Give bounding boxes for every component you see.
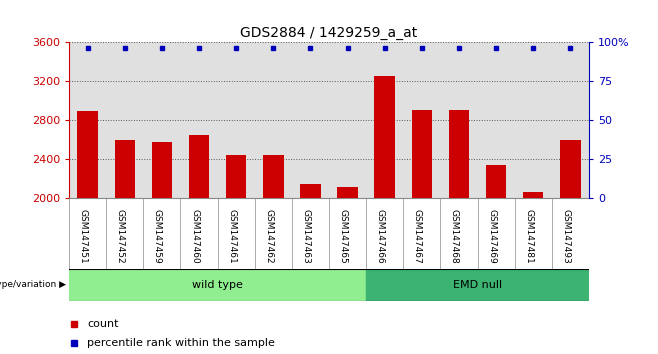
Text: GSM147463: GSM147463 xyxy=(301,209,311,264)
Bar xyxy=(449,110,469,198)
Text: EMD null: EMD null xyxy=(453,280,502,290)
Text: count: count xyxy=(88,319,119,329)
Bar xyxy=(523,193,544,198)
Bar xyxy=(374,76,395,198)
Text: GSM147469: GSM147469 xyxy=(487,209,496,264)
Bar xyxy=(338,187,358,198)
Bar xyxy=(560,140,580,198)
Bar xyxy=(263,155,284,198)
Text: GSM147481: GSM147481 xyxy=(524,209,533,264)
Text: GSM147459: GSM147459 xyxy=(153,209,162,264)
Bar xyxy=(226,155,246,198)
Text: wild type: wild type xyxy=(192,280,243,290)
Bar xyxy=(78,110,98,198)
Text: GSM147466: GSM147466 xyxy=(376,209,385,264)
Bar xyxy=(114,140,135,198)
Text: GSM147461: GSM147461 xyxy=(227,209,236,264)
Text: GSM147451: GSM147451 xyxy=(79,209,88,264)
Text: GSM147468: GSM147468 xyxy=(450,209,459,264)
Bar xyxy=(69,269,366,301)
Bar xyxy=(486,165,506,198)
Text: GSM147465: GSM147465 xyxy=(339,209,347,264)
Bar xyxy=(300,184,320,198)
Text: genotype/variation ▶: genotype/variation ▶ xyxy=(0,280,66,290)
Text: GSM147462: GSM147462 xyxy=(265,209,273,263)
Bar xyxy=(152,142,172,198)
Title: GDS2884 / 1429259_a_at: GDS2884 / 1429259_a_at xyxy=(240,26,418,40)
Text: GSM147452: GSM147452 xyxy=(116,209,125,263)
Text: GSM147467: GSM147467 xyxy=(413,209,422,264)
Text: percentile rank within the sample: percentile rank within the sample xyxy=(88,338,275,348)
Text: GSM147493: GSM147493 xyxy=(561,209,570,264)
Bar xyxy=(412,110,432,198)
Text: GSM147460: GSM147460 xyxy=(190,209,199,264)
Bar xyxy=(189,135,209,198)
Bar xyxy=(366,269,589,301)
